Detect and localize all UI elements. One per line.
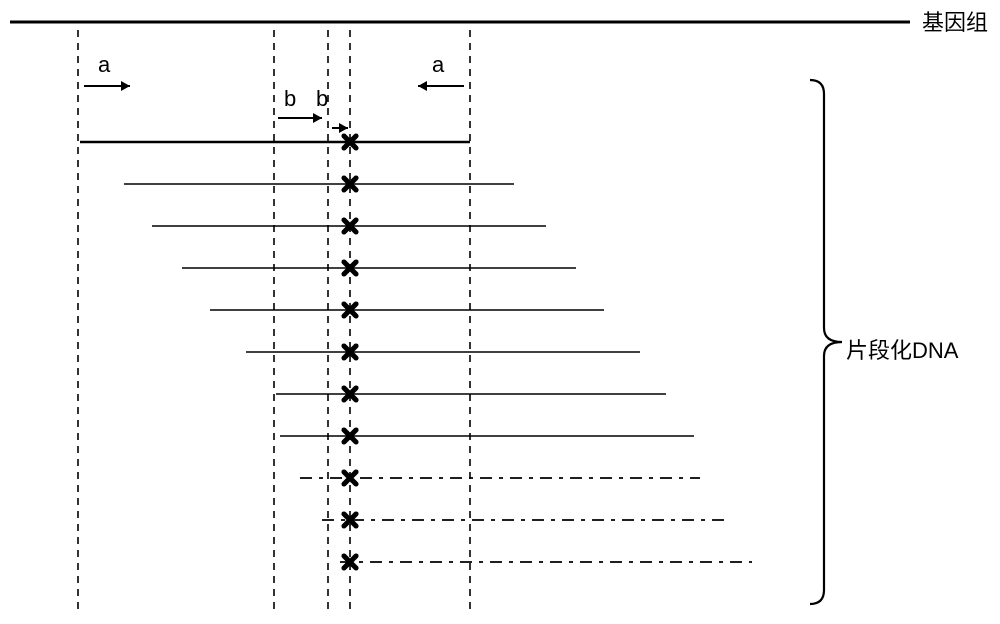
primer-arrow-head — [313, 113, 322, 123]
primer-label-b_left: b — [284, 86, 296, 111]
fragments-brace — [810, 80, 842, 604]
fragments-label: 片段化DNA — [846, 338, 959, 363]
genome-label: 基因组 — [922, 10, 988, 35]
primer-label-b_mid: b — [316, 86, 328, 111]
primer-arrow-head — [121, 81, 130, 91]
primer-arrow-head — [339, 123, 348, 133]
primer-label-a_right: a — [432, 52, 445, 77]
primer-arrow-head — [418, 81, 427, 91]
primer-label-a_left: a — [98, 52, 111, 77]
